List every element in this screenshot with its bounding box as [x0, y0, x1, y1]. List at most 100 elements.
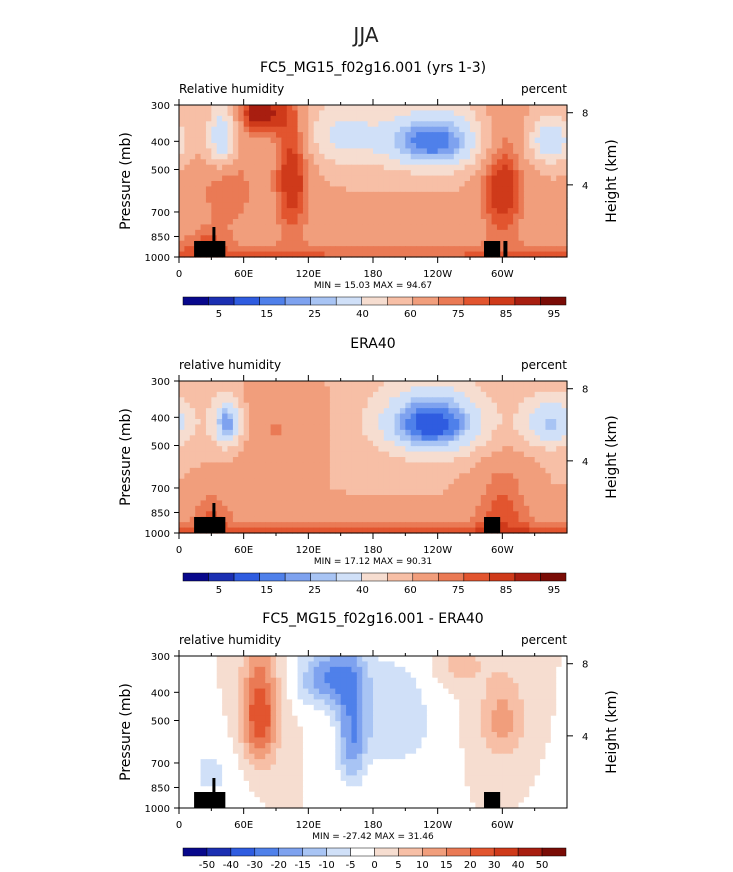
- heatmap-cell: [378, 121, 385, 128]
- heatmap-cell: [179, 115, 185, 122]
- heatmap-cell: [324, 661, 331, 668]
- heatmap-cell: [238, 683, 245, 690]
- heatmap-cell: [561, 435, 568, 442]
- heatmap-cell: [238, 126, 245, 133]
- heatmap-cell: [470, 699, 476, 706]
- heatmap-cell: [308, 666, 315, 673]
- heatmap-cell: [491, 489, 498, 496]
- heatmap-cell: [502, 672, 509, 679]
- heatmap-cell: [254, 175, 261, 182]
- heatmap-cell: [367, 661, 374, 668]
- heatmap-cell: [426, 170, 433, 177]
- heatmap-cell: [297, 413, 304, 420]
- heatmap-cell: [437, 381, 444, 388]
- heatmap-cell: [470, 186, 476, 193]
- heatmap-cell: [421, 484, 428, 491]
- heatmap-cell: [308, 115, 315, 122]
- heatmap-cell: [416, 451, 423, 458]
- heatmap-cell: [259, 235, 266, 242]
- heatmap-cell: [259, 110, 266, 117]
- heatmap-cell: [200, 440, 207, 447]
- heatmap-cell: [362, 446, 369, 453]
- heatmap-cell: [249, 251, 256, 258]
- heatmap-cell: [259, 495, 266, 502]
- heatmap-cell: [421, 495, 428, 502]
- heatmap-cell: [249, 391, 256, 398]
- heatmap-cell: [421, 413, 428, 420]
- heatmap-cell: [238, 516, 245, 523]
- heatmap-cell: [378, 186, 385, 193]
- heatmap-cell: [459, 451, 466, 458]
- heatmap-cell: [265, 489, 272, 496]
- heatmap-cell: [394, 683, 401, 690]
- heatmap-cell: [540, 143, 547, 150]
- heatmap-cell: [437, 478, 444, 485]
- heatmap-cell: [189, 235, 196, 242]
- heatmap-cell: [222, 484, 229, 491]
- heatmap-cell: [259, 213, 266, 220]
- heatmap-cell: [308, 110, 315, 117]
- heatmap-cell: [448, 181, 455, 188]
- heatmap-cell: [346, 105, 353, 112]
- heatmap-cell: [200, 110, 207, 117]
- heatmap-cell: [470, 440, 476, 447]
- heatmap-cell: [475, 115, 482, 122]
- heatmap-cell: [313, 110, 320, 117]
- heatmap-cell: [540, 704, 547, 711]
- heatmap-cell: [496, 500, 503, 507]
- heatmap-cell: [276, 495, 282, 502]
- heatmap-cell: [540, 208, 547, 215]
- heatmap-cell: [561, 672, 568, 679]
- heatmap-cell: [389, 240, 396, 247]
- heatmap-cell: [448, 489, 455, 496]
- heatmap-cell: [200, 115, 207, 122]
- heatmap-cell: [426, 148, 433, 155]
- heatmap-cell: [518, 397, 525, 404]
- heatmap-cell: [259, 132, 266, 139]
- heatmap-cell: [464, 522, 471, 529]
- heatmap-cell: [545, 666, 552, 673]
- heatmap-cell: [383, 191, 390, 198]
- heatmap-cell: [405, 175, 412, 182]
- heatmap-cell: [448, 132, 455, 139]
- heatmap-cell: [195, 397, 202, 404]
- heatmap-cell: [399, 159, 406, 166]
- heatmap-cell: [249, 181, 256, 188]
- heatmap-cell: [270, 143, 277, 150]
- heatmap-cell: [486, 126, 493, 133]
- heatmap-cell: [443, 164, 450, 171]
- heatmap-cell: [340, 505, 347, 512]
- heatmap-cell: [227, 219, 234, 226]
- heatmap-cell: [286, 251, 293, 258]
- heatmap-cell: [340, 121, 347, 128]
- heatmap-cell: [238, 213, 245, 220]
- heatmap-cell: [335, 419, 342, 426]
- heatmap-cell: [540, 484, 547, 491]
- heatmap-cell: [421, 699, 428, 706]
- heatmap-cell: [281, 435, 288, 442]
- heatmap-cell: [362, 656, 369, 663]
- heatmap-cell: [486, 208, 493, 215]
- heatmap-cell: [491, 511, 498, 518]
- heatmap-cell: [308, 121, 315, 128]
- heatmap-cell: [480, 197, 487, 204]
- heatmap-cell: [421, 656, 428, 663]
- heatmap-cell: [410, 143, 417, 150]
- heatmap-cell: [184, 202, 191, 209]
- heatmap-cell: [292, 473, 299, 480]
- heatmap-cell: [410, 175, 417, 182]
- heatmap-cell: [276, 175, 282, 182]
- heatmap-cell: [523, 251, 530, 258]
- heatmap-cell: [195, 457, 202, 464]
- heatmap-cell: [367, 164, 374, 171]
- heatmap-cell: [222, 408, 229, 415]
- heatmap-cell: [356, 115, 363, 122]
- heatmap-cell: [561, 704, 568, 711]
- heatmap-cell: [405, 213, 412, 220]
- heatmap-cell: [470, 661, 476, 668]
- heatmap-cell: [184, 688, 191, 695]
- heatmap-cell: [540, 121, 547, 128]
- heatmap-cell: [389, 381, 396, 388]
- heatmap-cell: [405, 694, 412, 701]
- heatmap-cell: [475, 435, 482, 442]
